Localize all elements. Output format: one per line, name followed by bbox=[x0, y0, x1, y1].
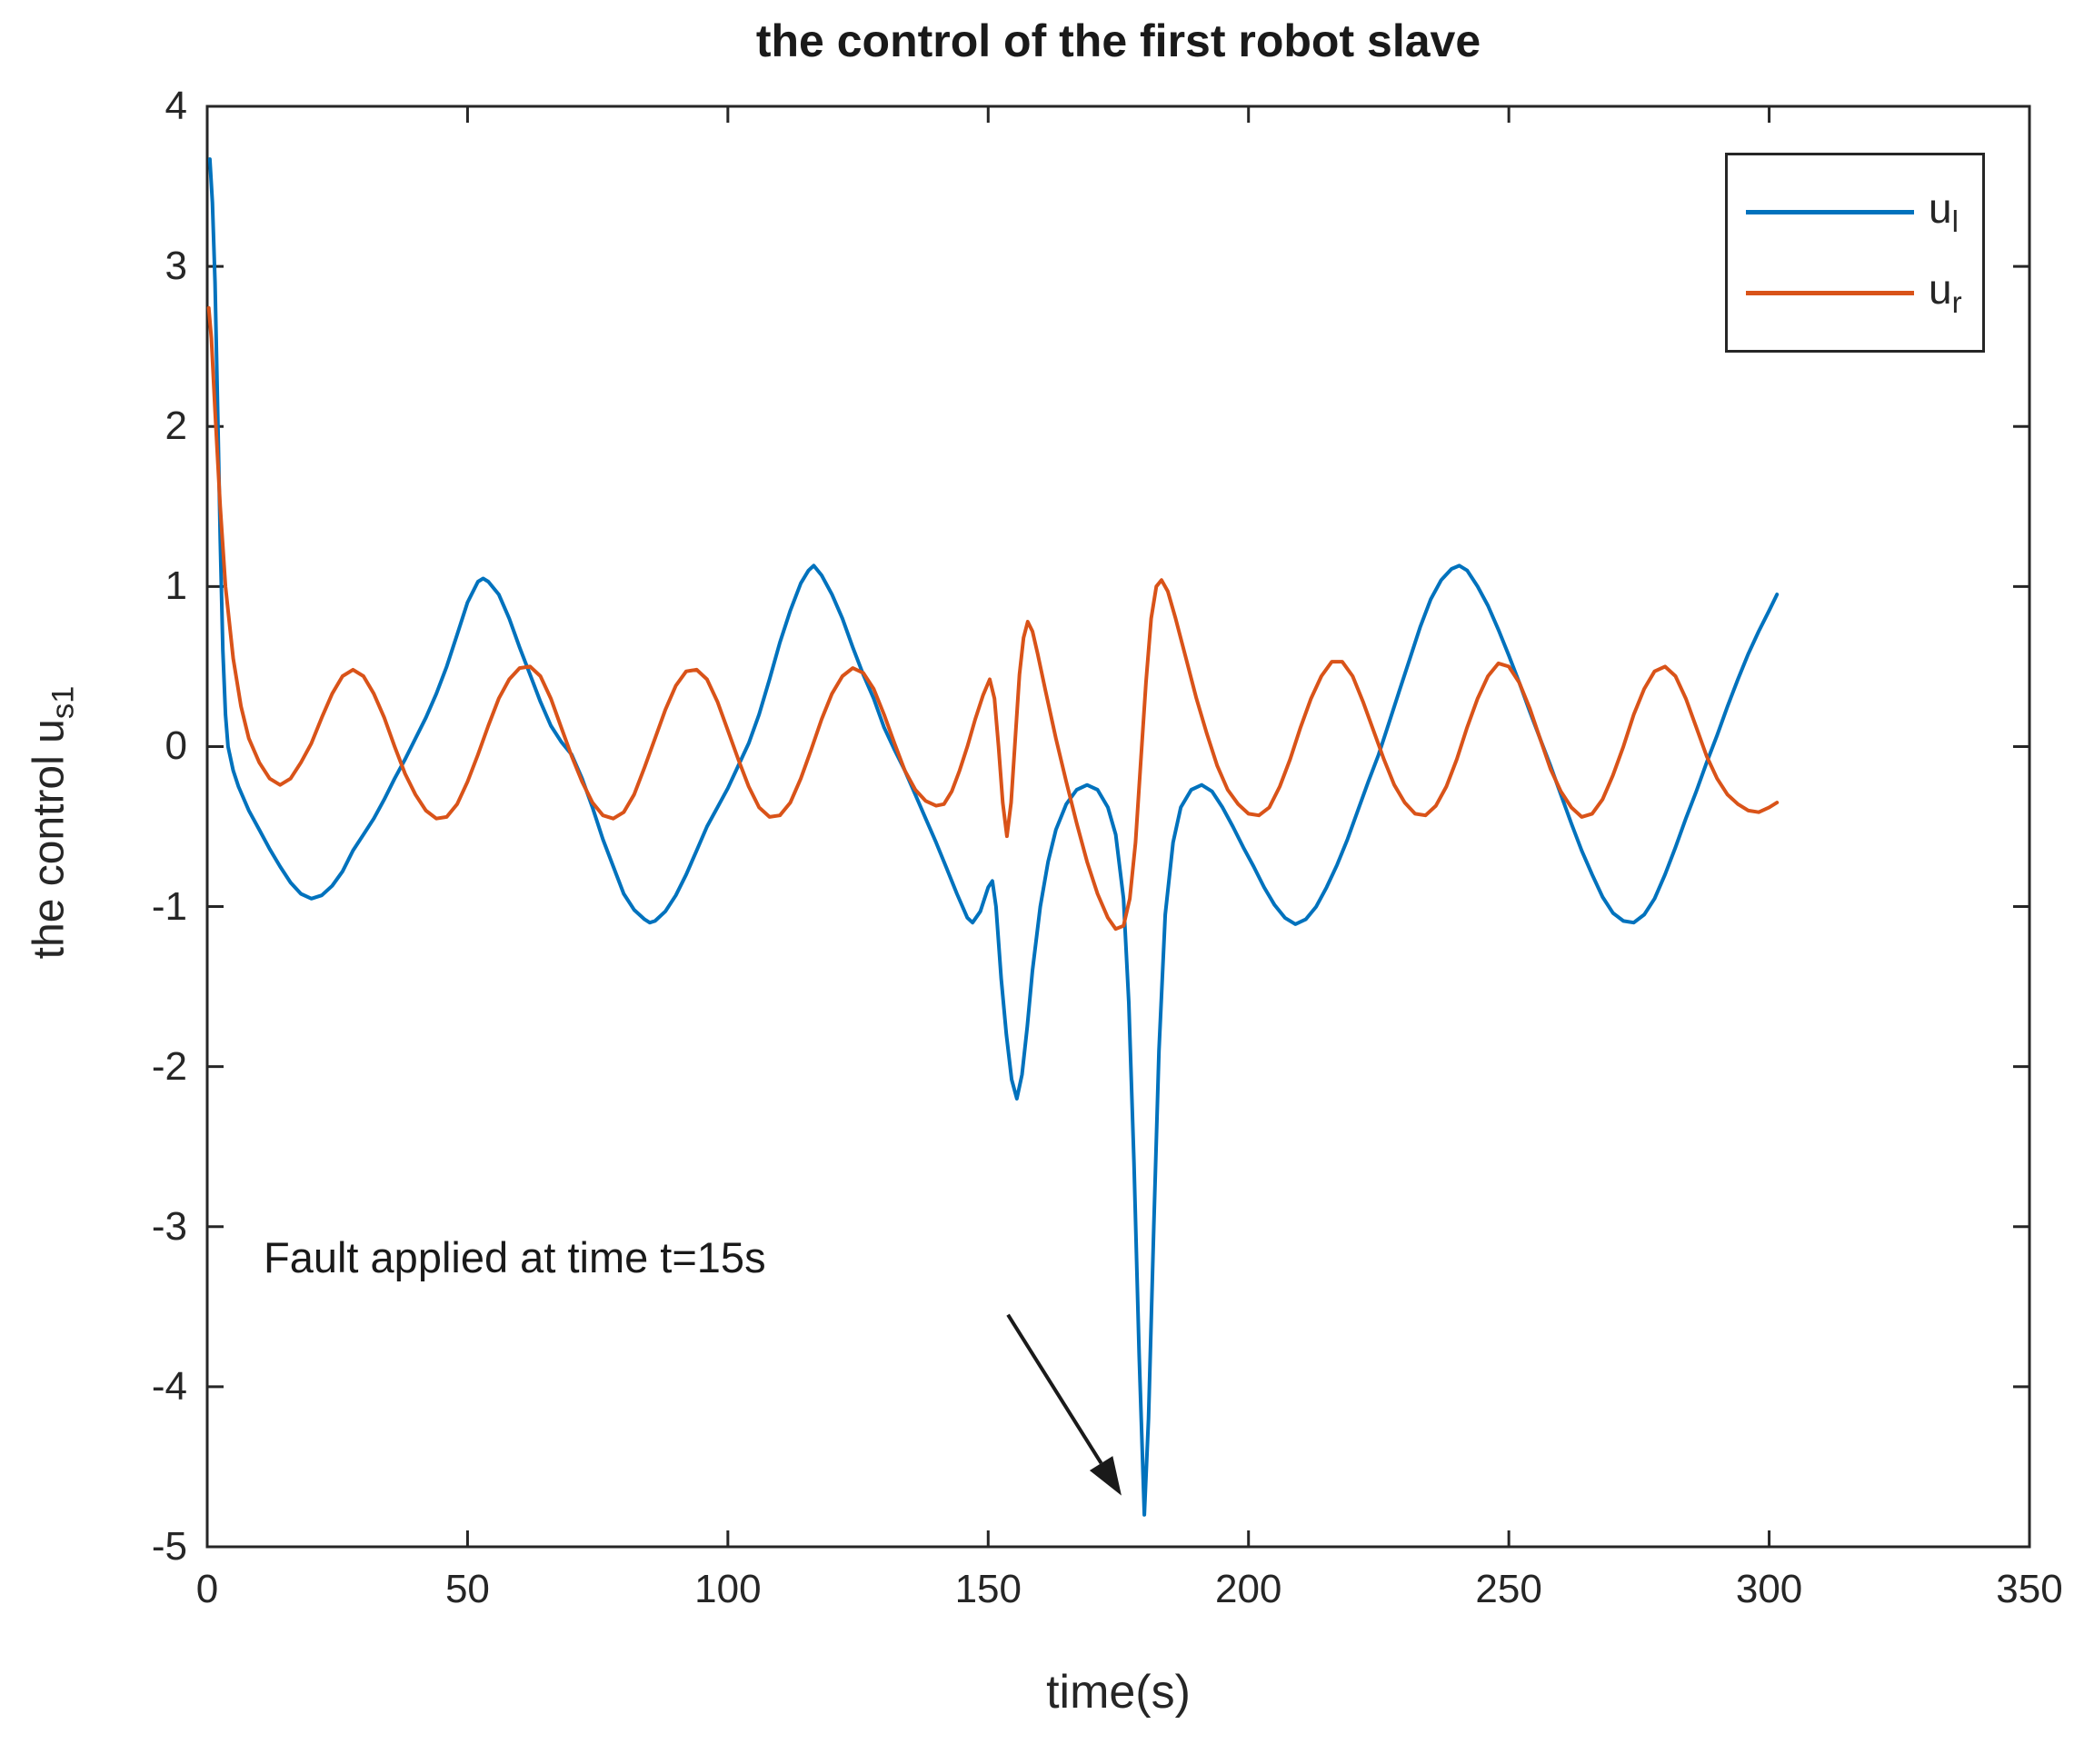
y-tick-label: -1 bbox=[151, 883, 187, 929]
legend-label-ul-subscript: l bbox=[1951, 205, 1959, 240]
legend-label-ul-main: u bbox=[1929, 184, 1952, 233]
legend-label-ur-subscript: r bbox=[1951, 286, 1962, 321]
y-tick-label: 2 bbox=[165, 404, 187, 449]
legend-label-ul: ul bbox=[1929, 184, 1959, 240]
y-axis-label: the control us1 bbox=[25, 686, 82, 960]
legend-item-ul: ul bbox=[1728, 184, 1982, 240]
legend-line-sample-ul bbox=[1746, 210, 1914, 214]
x-tick-label: 0 bbox=[195, 1567, 219, 1611]
y-tick-label: -5 bbox=[151, 1524, 187, 1569]
y-tick-label: 1 bbox=[165, 563, 187, 609]
y-axis-label-subscript: s1 bbox=[45, 685, 81, 720]
y-tick-label: 3 bbox=[165, 244, 187, 289]
plot-box bbox=[205, 105, 2031, 1549]
x-tick-label: 350 bbox=[1996, 1567, 2063, 1611]
x-tick-label: 100 bbox=[694, 1567, 762, 1611]
fault-annotation-text: Fault applied at time t=15s bbox=[264, 1233, 766, 1281]
x-tick-label: 150 bbox=[954, 1567, 1022, 1611]
legend: ul ur bbox=[1725, 153, 1985, 353]
series-line-u_r bbox=[206, 305, 1780, 932]
annotation-arrowhead bbox=[1089, 1456, 1122, 1496]
legend-label-ur: ur bbox=[1929, 264, 1962, 321]
x-tick-label: 50 bbox=[444, 1567, 490, 1611]
y-tick-label: -3 bbox=[151, 1203, 187, 1249]
y-tick-label: -4 bbox=[151, 1363, 187, 1409]
legend-item-ur: ur bbox=[1728, 264, 1982, 321]
y-tick-label: 0 bbox=[165, 723, 187, 769]
x-tick-label: 300 bbox=[1735, 1567, 1803, 1611]
y-tick-label: 4 bbox=[165, 84, 187, 128]
x-tick-label: 200 bbox=[1214, 1567, 1282, 1611]
annotation-arrow-line bbox=[1006, 1313, 1103, 1465]
x-tick-label: 250 bbox=[1475, 1567, 1542, 1611]
y-tick-label: -2 bbox=[151, 1043, 187, 1089]
x-axis-label: time(s) bbox=[1046, 1666, 1191, 1719]
legend-label-ur-main: u bbox=[1929, 265, 1952, 314]
legend-line-sample-ur bbox=[1746, 291, 1914, 295]
y-axis-label-main: the control u bbox=[25, 719, 74, 960]
series-line-u_l bbox=[207, 157, 1780, 1517]
chart-title: the control of the first robot slave bbox=[755, 15, 1481, 66]
